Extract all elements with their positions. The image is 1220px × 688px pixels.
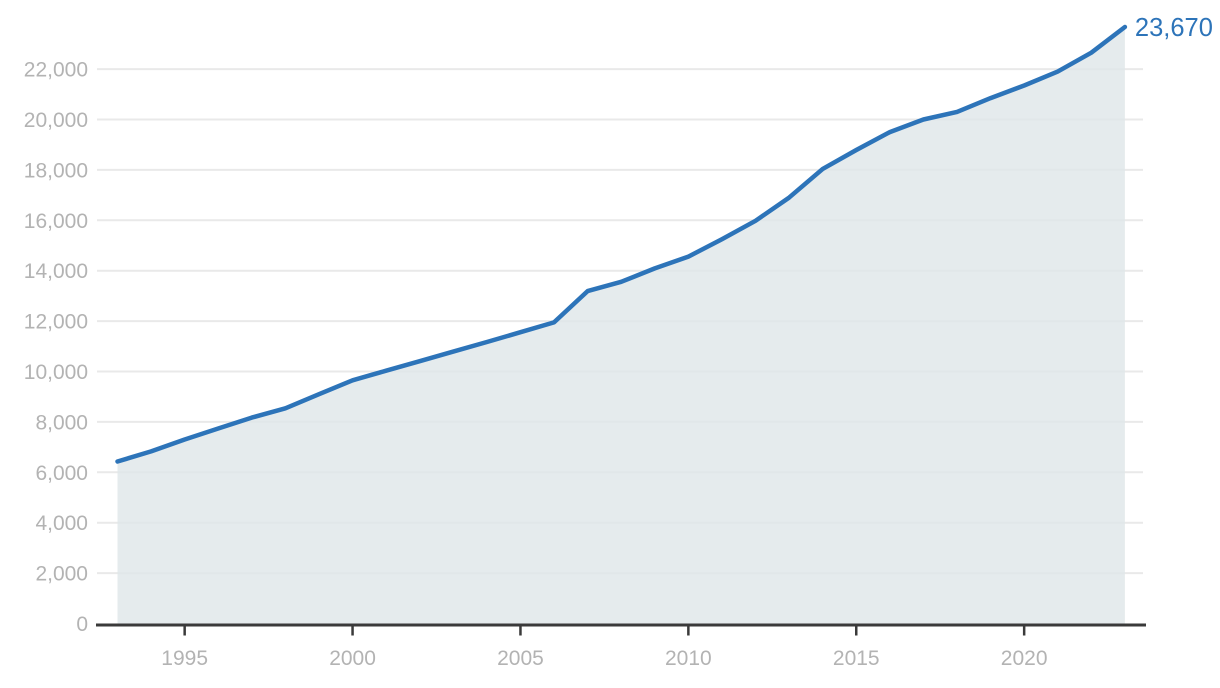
y-tick-label: 0 [76, 613, 88, 636]
y-tick-label: 16,000 [24, 210, 88, 233]
data-line [115, 24, 1128, 464]
x-tick-label: 2005 [497, 647, 544, 670]
x-tick-label: 2015 [833, 647, 880, 670]
x-tick-label: 2010 [665, 647, 712, 670]
y-tick-label: 8,000 [35, 411, 88, 434]
y-tick-label: 18,000 [24, 159, 88, 182]
y-tick-label: 12,000 [24, 311, 88, 334]
y-tick-label: 20,000 [24, 109, 88, 132]
area-fill [117, 27, 1125, 624]
y-tick-label: 4,000 [35, 512, 88, 535]
y-tick-label: 14,000 [24, 260, 88, 283]
y-tick-label: 10,000 [24, 361, 88, 384]
x-tick-label: 1995 [161, 647, 208, 670]
y-tick-label: 22,000 [24, 59, 88, 82]
x-tick-label: 2020 [1001, 647, 1048, 670]
y-tick-label: 6,000 [35, 462, 88, 485]
y-tick-label: 2,000 [35, 563, 88, 586]
x-tick-label: 2000 [329, 647, 376, 670]
end-value-label: 23,670 [1135, 14, 1213, 42]
